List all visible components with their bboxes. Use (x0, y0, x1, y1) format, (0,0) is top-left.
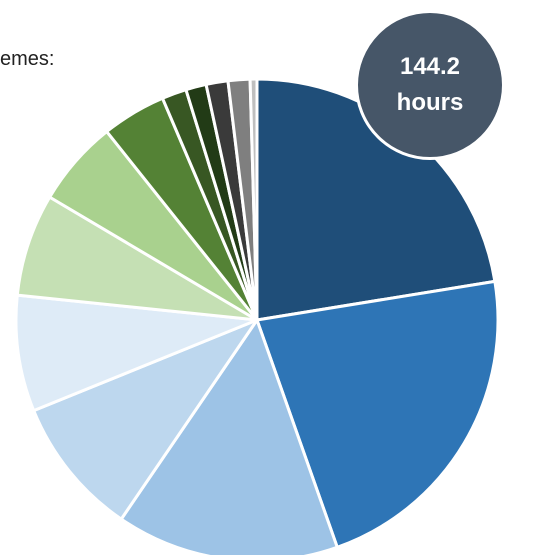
total-hours-value: 144.2 (399, 53, 461, 80)
chart-caption: emes: (0, 48, 55, 70)
pie-slice-3 (119, 318, 339, 555)
total-hours-badge: 144.2 hours (355, 10, 505, 160)
pie-slice-2 (255, 279, 500, 549)
pie-slice-13 (248, 77, 259, 322)
total-hours-unit: hours (396, 89, 464, 116)
pie-slice-5 (14, 293, 259, 413)
pie-slice-4 (32, 318, 259, 521)
pie-slice-6 (15, 195, 259, 322)
